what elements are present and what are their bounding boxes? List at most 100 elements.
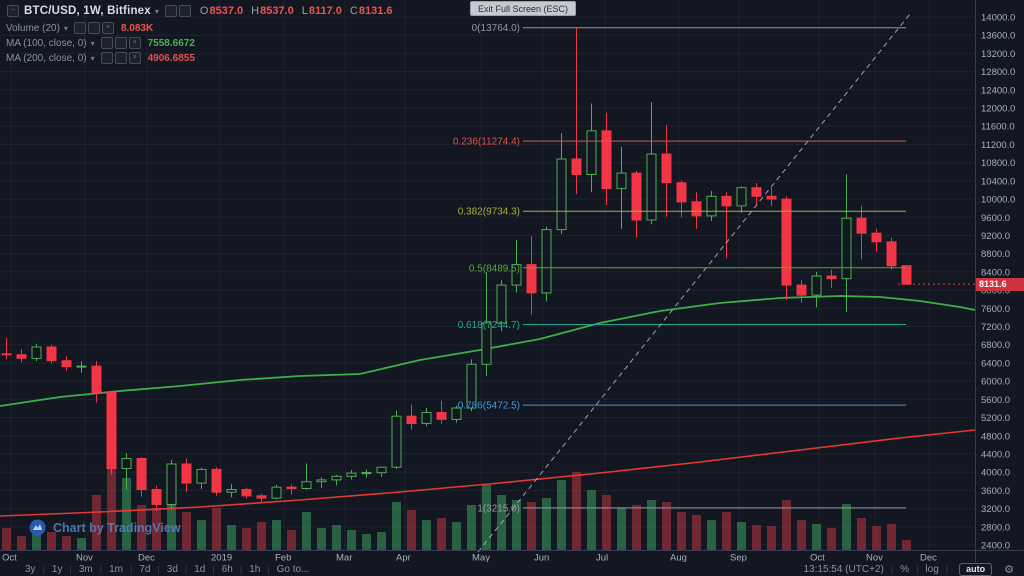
price-tick-label[interactable]: 12000.0: [981, 104, 1015, 115]
price-tick-label[interactable]: 10000.0: [981, 195, 1015, 206]
log-scale-button[interactable]: log: [925, 563, 939, 575]
price-tick-label[interactable]: 3600.0: [981, 486, 1010, 497]
price-tick-label[interactable]: 4800.0: [981, 431, 1010, 442]
price-tick-label[interactable]: 13200.0: [981, 49, 1015, 60]
range-1h[interactable]: 1h: [249, 563, 261, 575]
range-3d[interactable]: 3d: [166, 563, 178, 575]
candle-body: [661, 153, 672, 184]
price-tick-label[interactable]: 6400.0: [981, 358, 1010, 369]
chevron-down-icon[interactable]: ▾: [63, 23, 68, 33]
price-tick-label[interactable]: 5600.0: [981, 395, 1010, 406]
time-tick-label[interactable]: Oct: [810, 553, 825, 564]
price-tick-label[interactable]: 6000.0: [981, 377, 1010, 388]
price-tick-label[interactable]: 12800.0: [981, 67, 1015, 78]
time-tick-label[interactable]: Mar: [336, 553, 352, 564]
price-tick-label[interactable]: 2400.0: [981, 541, 1010, 552]
price-tick-label[interactable]: 14000.0: [981, 13, 1015, 24]
ma200-line[interactable]: [0, 429, 976, 517]
time-tick-label[interactable]: Oct: [2, 553, 17, 564]
time-tick-label[interactable]: Aug: [670, 553, 687, 564]
toolbar-right: 13:15:54 (UTC+2) | % | log | auto ⚙: [803, 562, 1024, 576]
price-tick-label[interactable]: 8800.0: [981, 249, 1010, 260]
chevron-down-icon[interactable]: ▾: [90, 38, 95, 48]
time-tick-label[interactable]: 2019: [211, 553, 232, 564]
volume-bar: [2, 528, 11, 550]
price-tick-label[interactable]: 3200.0: [981, 504, 1010, 515]
price-tick-label[interactable]: 10800.0: [981, 158, 1015, 169]
price-tick-label[interactable]: 6800.0: [981, 340, 1010, 351]
eye-icon[interactable]: [164, 5, 177, 17]
candle-body: [226, 489, 237, 493]
candle-body: [106, 392, 117, 469]
remove-indicator-icon[interactable]: ×: [128, 52, 141, 64]
price-tick-label[interactable]: 4400.0: [981, 450, 1010, 461]
price-tick-label[interactable]: 12400.0: [981, 85, 1015, 96]
remove-indicator-icon[interactable]: ×: [128, 37, 141, 49]
settings-icon[interactable]: [114, 52, 127, 64]
candle-body: [76, 365, 87, 368]
range-1y[interactable]: 1y: [51, 563, 63, 575]
time-tick-label[interactable]: Jun: [534, 553, 549, 564]
price-tick-label[interactable]: 8400.0: [981, 267, 1010, 278]
price-tick-label[interactable]: 8000.0: [981, 286, 1010, 297]
settings-icon[interactable]: [114, 37, 127, 49]
time-tick-label[interactable]: Apr: [396, 553, 411, 564]
indicator-row-ma200[interactable]: MA (200, close, 0) ▾ × 4906.6855: [6, 51, 393, 65]
chevron-down-icon[interactable]: ▾: [154, 6, 159, 16]
time-tick-label[interactable]: Nov: [76, 553, 93, 564]
candle-body: [316, 479, 327, 483]
candle-body: [421, 412, 432, 424]
trend-line[interactable]: [477, 13, 911, 553]
volume-bar: [692, 515, 701, 550]
range-6h[interactable]: 6h: [221, 563, 233, 575]
price-tick-label[interactable]: 9200.0: [981, 231, 1010, 242]
settings-icon[interactable]: [87, 22, 100, 34]
price-tick-label[interactable]: 13600.0: [981, 31, 1015, 42]
time-tick-label[interactable]: May: [472, 553, 490, 564]
price-tick-label[interactable]: 2800.0: [981, 522, 1010, 533]
ma100-line[interactable]: [0, 295, 976, 407]
clock[interactable]: 13:15:54 (UTC+2): [803, 563, 884, 575]
candle-body: [751, 187, 762, 197]
indicator-row-ma100[interactable]: MA (100, close, 0) ▾ × 7558.6672: [6, 36, 393, 50]
time-tick-label[interactable]: Nov: [866, 553, 883, 564]
go-to-button[interactable]: Go to...: [276, 563, 310, 575]
price-tick-label[interactable]: 11600.0: [981, 122, 1015, 133]
time-tick-label[interactable]: Feb: [275, 553, 291, 564]
auto-scale-button[interactable]: auto: [959, 562, 993, 576]
gear-icon[interactable]: ⚙: [1004, 563, 1014, 576]
time-tick-label[interactable]: Dec: [920, 553, 937, 564]
remove-indicator-icon[interactable]: ×: [101, 22, 114, 34]
eye-icon[interactable]: [100, 37, 113, 49]
range-1m[interactable]: 1m: [109, 563, 123, 575]
chevron-down-icon[interactable]: ▾: [90, 53, 95, 63]
time-tick-label[interactable]: Jul: [596, 553, 608, 564]
eye-icon[interactable]: [100, 52, 113, 64]
price-tick-label[interactable]: 7600.0: [981, 304, 1010, 315]
price-tick-label[interactable]: 9600.0: [981, 213, 1010, 224]
candle-body: [436, 412, 447, 420]
collapse-legend-icon[interactable]: −: [7, 5, 19, 17]
indicator-row-volume[interactable]: Volume (20) ▾ × 8.083K: [6, 21, 393, 35]
price-tick-label[interactable]: 5200.0: [981, 413, 1010, 424]
price-tick-label[interactable]: 10400.0: [981, 176, 1015, 187]
range-7d[interactable]: 7d: [139, 563, 151, 575]
price-tick-label[interactable]: 4000.0: [981, 468, 1010, 479]
volume-bar: [812, 524, 821, 550]
tradingview-watermark[interactable]: Chart by TradingView: [29, 519, 181, 536]
symbol-legend-row[interactable]: − BTC/USD, 1W, Bitfinex ▾ O8537.0 H8537.…: [6, 3, 393, 19]
price-tick-label[interactable]: 7200.0: [981, 322, 1010, 333]
percent-scale-button[interactable]: %: [900, 563, 910, 575]
range-3m[interactable]: 3m: [78, 563, 93, 575]
range-3y[interactable]: 3y: [25, 563, 36, 575]
more-options-icon[interactable]: [178, 5, 191, 17]
range-1d[interactable]: 1d: [194, 563, 206, 575]
time-tick-label[interactable]: Sep: [730, 553, 747, 564]
volume-bar: [557, 480, 566, 550]
price-tick-label[interactable]: 11200.0: [981, 140, 1015, 151]
symbol-title[interactable]: BTC/USD, 1W, Bitfinex: [24, 5, 151, 17]
time-tick-label[interactable]: Dec: [138, 553, 155, 564]
eye-icon[interactable]: [73, 22, 86, 34]
